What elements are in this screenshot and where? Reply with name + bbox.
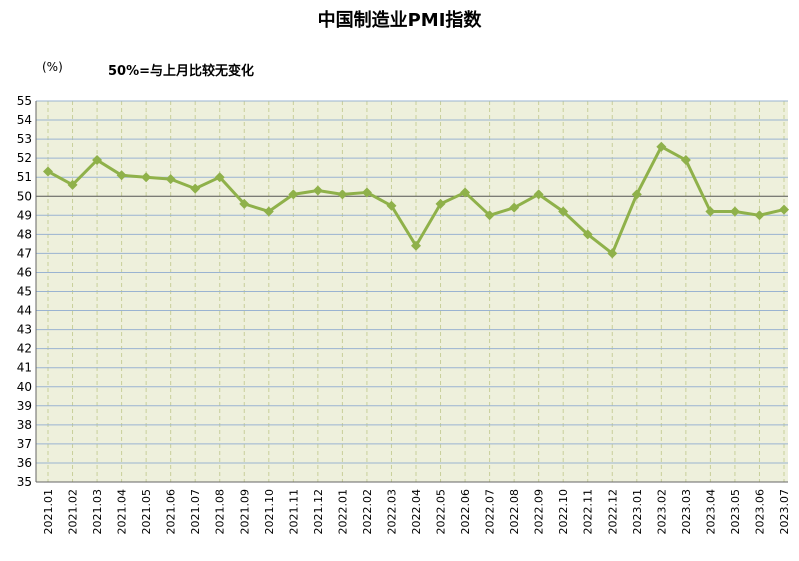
x-tick-label: 2022.04	[410, 489, 423, 535]
data-point	[263, 206, 274, 217]
data-point	[165, 174, 176, 185]
y-tick-label: 40	[17, 380, 32, 394]
x-tick-label: 2022.06	[459, 489, 472, 535]
data-point	[92, 155, 103, 166]
data-point	[43, 166, 53, 177]
x-tick-label: 2021.12	[312, 489, 325, 535]
data-point	[631, 189, 642, 200]
y-tick-label: 52	[17, 151, 32, 165]
y-tick-label: 50	[17, 189, 32, 203]
data-point	[509, 202, 520, 213]
data-point	[214, 172, 225, 183]
y-tick-label: 47	[17, 246, 32, 260]
x-tick-label: 2022.07	[484, 489, 497, 535]
x-tick-label: 2021.09	[238, 489, 251, 535]
data-point	[607, 248, 618, 259]
data-point	[705, 206, 716, 217]
x-tick-label: 2023.05	[729, 489, 742, 535]
data-point	[411, 240, 421, 251]
x-tick-label: 2023.03	[680, 489, 693, 535]
y-tick-label: 43	[17, 323, 32, 337]
data-point	[141, 172, 152, 183]
data-point	[779, 204, 789, 215]
y-tick-label: 35	[17, 475, 32, 489]
data-point	[460, 187, 471, 198]
data-point	[288, 189, 299, 200]
data-point	[754, 210, 765, 221]
x-tick-label: 2021.02	[67, 489, 80, 535]
x-tick-label: 2022.02	[361, 489, 374, 535]
x-tick-label: 2021.11	[287, 489, 300, 535]
data-point	[116, 170, 127, 181]
y-tick-label: 42	[17, 342, 32, 356]
y-tick-label: 41	[17, 361, 32, 375]
data-point	[190, 183, 201, 194]
y-tick-label: 54	[17, 113, 32, 127]
x-tick-label: 2021.07	[189, 489, 202, 535]
y-unit-label: (%)	[42, 60, 63, 74]
data-point	[533, 189, 544, 200]
data-point	[386, 200, 397, 211]
x-tick-label: 2021.03	[91, 489, 104, 535]
y-tick-label: 36	[17, 456, 32, 470]
data-point	[239, 198, 250, 209]
data-point	[435, 198, 446, 209]
data-point	[67, 179, 78, 190]
x-tick-label: 2021.08	[214, 489, 227, 535]
x-tick-label: 2023.07	[778, 489, 791, 535]
x-tick-label: 2021.10	[263, 489, 276, 535]
x-tick-label: 2023.01	[631, 489, 644, 535]
y-tick-label: 46	[17, 265, 32, 279]
x-tick-label: 2022.09	[533, 489, 546, 535]
x-tick-label: 2021.06	[165, 489, 178, 535]
data-point	[484, 210, 495, 221]
x-tick-label: 2021.01	[42, 489, 55, 535]
y-tick-label: 48	[17, 227, 32, 241]
x-tick-label: 2022.03	[385, 489, 398, 535]
y-tick-label: 44	[17, 304, 32, 318]
x-tick-label: 2022.10	[557, 489, 570, 535]
x-tick-label: 2021.05	[140, 489, 153, 535]
data-point	[582, 229, 593, 240]
x-tick-label: 2022.01	[336, 489, 349, 535]
x-tick-label: 2022.11	[582, 489, 595, 535]
x-tick-label: 2021.04	[116, 489, 129, 535]
data-point	[729, 206, 740, 217]
y-tick-label: 49	[17, 208, 32, 222]
data-point	[361, 187, 372, 198]
x-tick-label: 2022.12	[606, 489, 619, 535]
y-tick-label: 38	[17, 418, 32, 432]
y-tick-label: 51	[17, 170, 32, 184]
data-point	[680, 155, 691, 166]
x-tick-label: 2023.04	[704, 489, 717, 535]
x-tick-label: 2022.05	[435, 489, 448, 535]
chart-title: 中国制造业PMI指数	[317, 10, 482, 31]
x-tick-label: 2023.02	[655, 489, 668, 535]
y-tick-label: 45	[17, 285, 32, 299]
data-point	[312, 185, 323, 196]
data-point	[558, 206, 569, 217]
y-tick-label: 37	[17, 437, 32, 451]
y-tick-label: 39	[17, 399, 32, 413]
x-tick-label: 2022.08	[508, 489, 521, 535]
data-point	[337, 189, 348, 200]
y-tick-label: 55	[17, 94, 32, 108]
x-tick-label: 2023.06	[753, 489, 766, 535]
y-tick-label: 53	[17, 132, 32, 146]
data-point	[656, 141, 667, 152]
reference-note: 50%=与上月比较无变化	[108, 64, 255, 79]
